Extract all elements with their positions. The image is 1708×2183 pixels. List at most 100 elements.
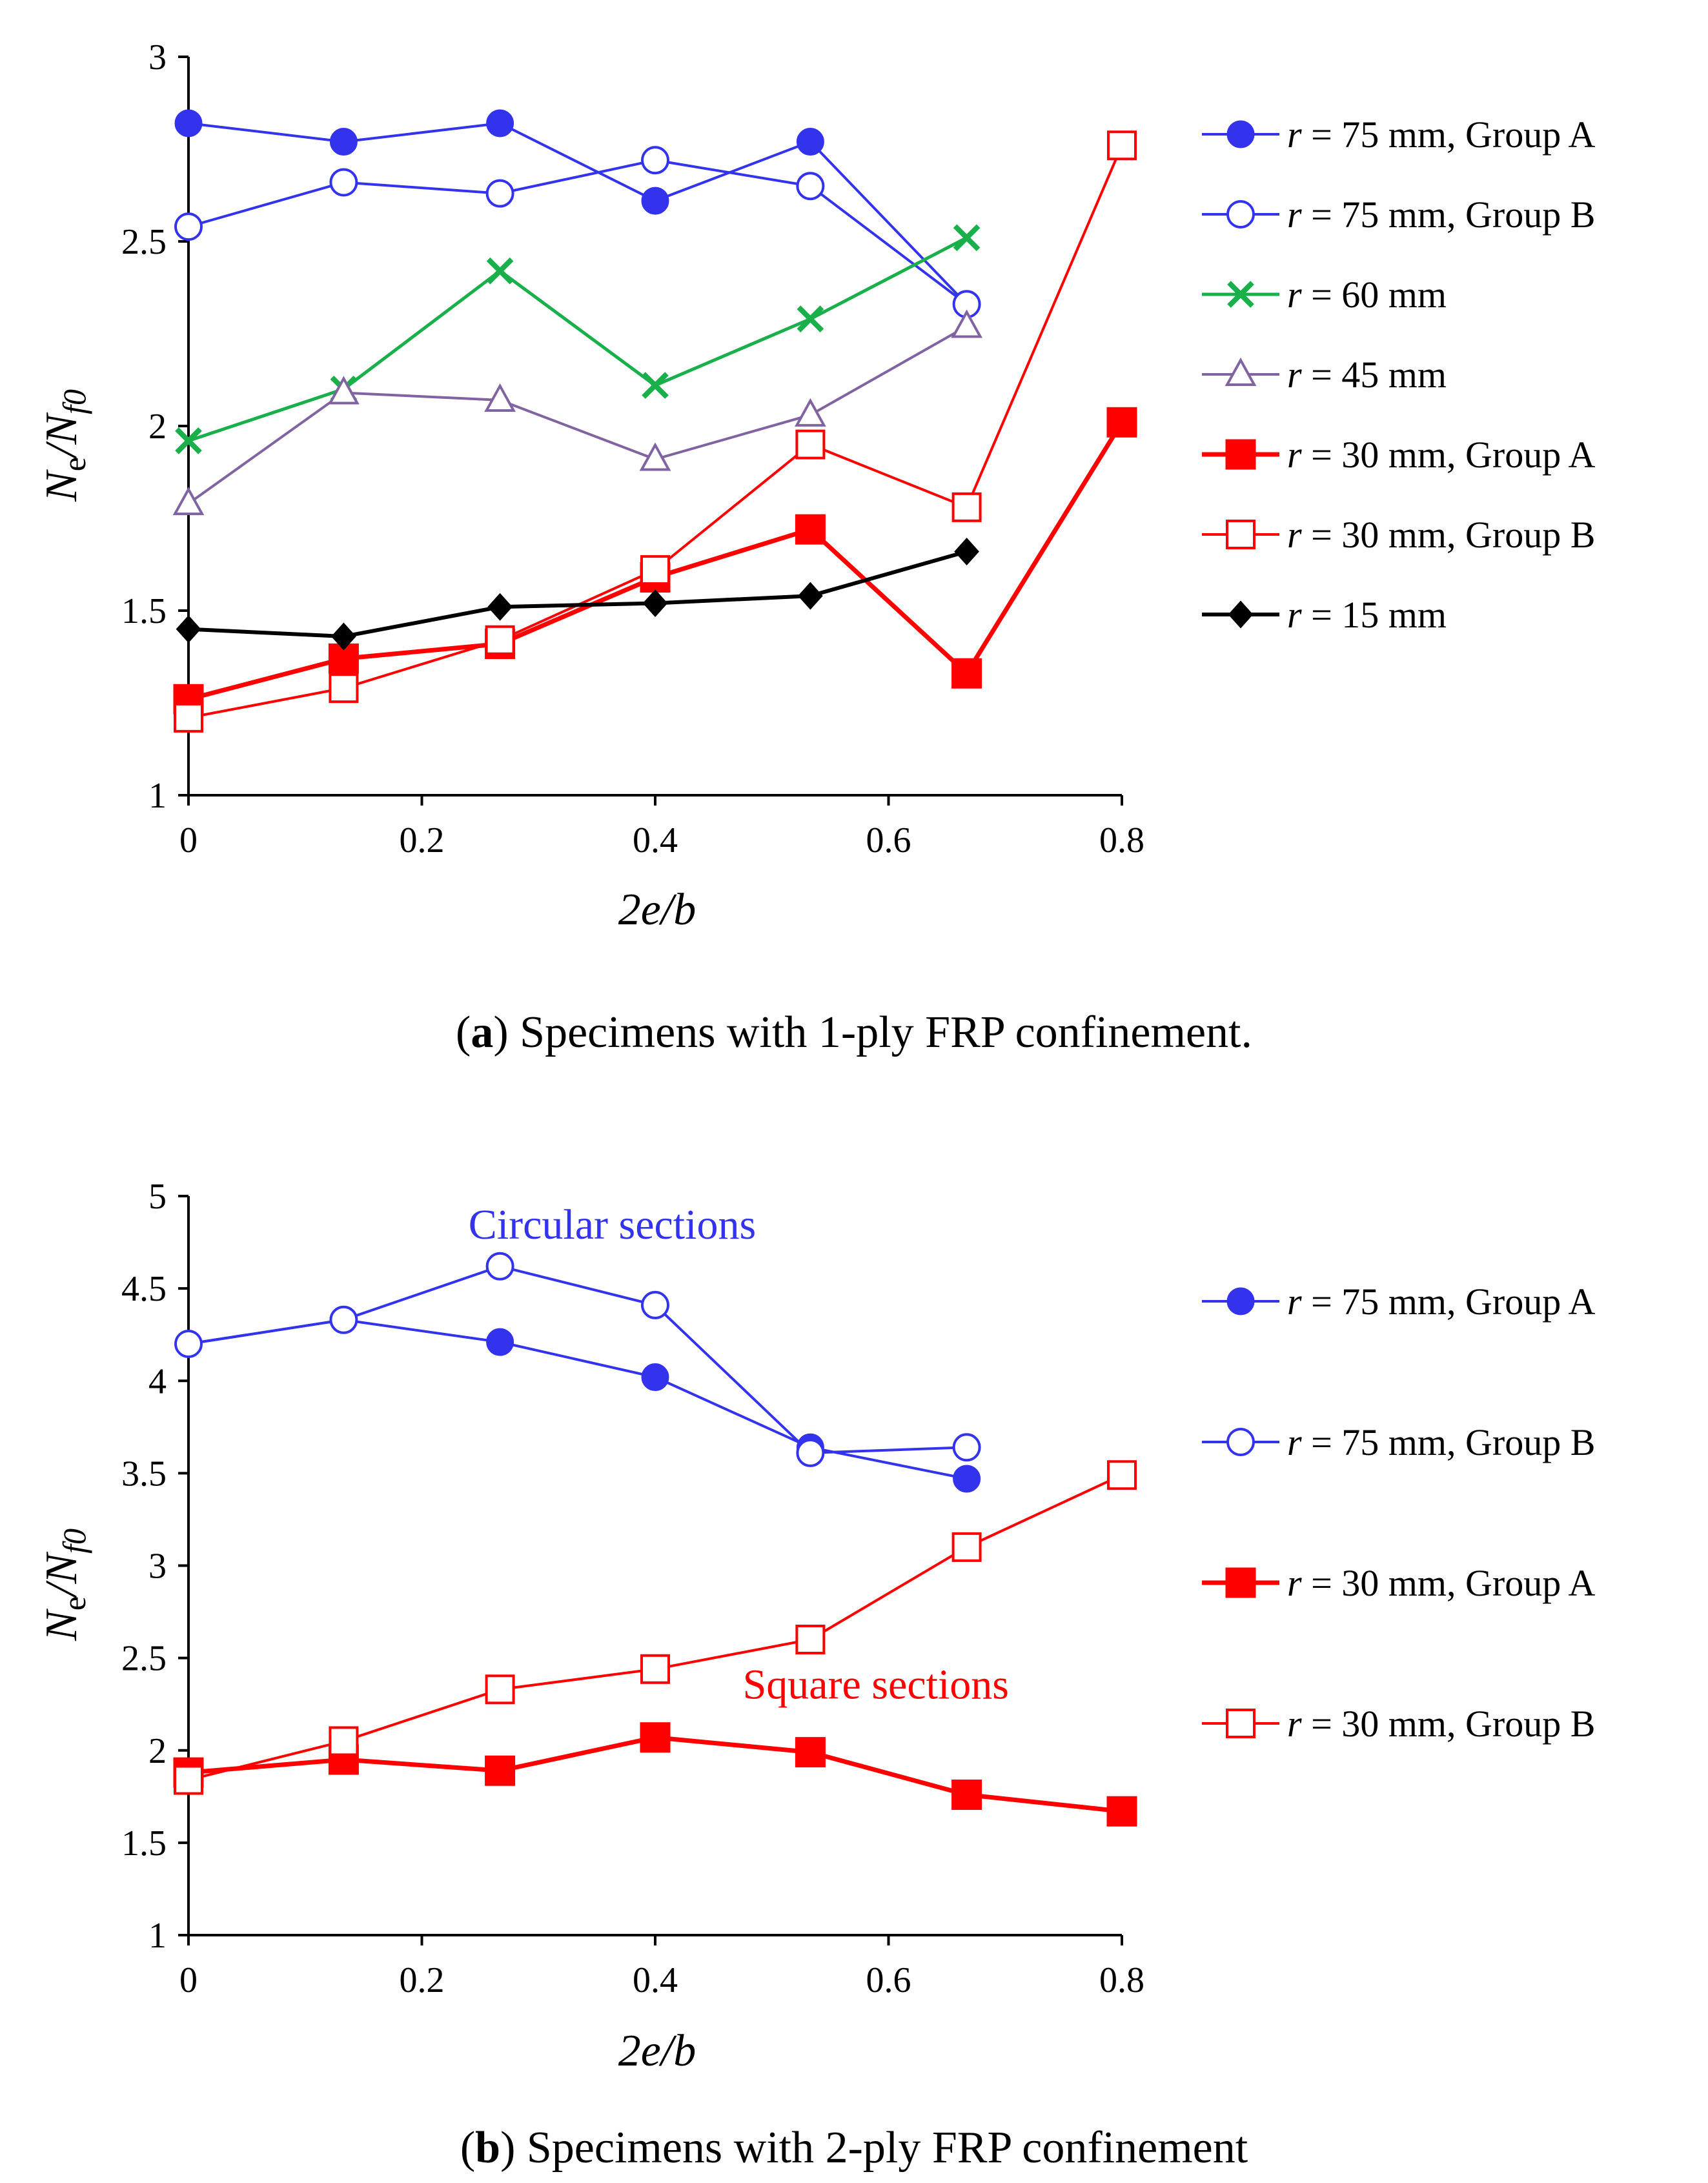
legend-label: r = 30 mm, Group A [1287,434,1596,476]
x-tick-label: 0.4 [633,820,678,860]
legend-marker [1226,1287,1255,1315]
y-label-numerator-sub: e [56,457,92,471]
x-axis-label-b: 2e/b [618,2026,696,2076]
y-tick-label: 1.5 [121,591,167,631]
annotation-label: Circular sections [469,1201,756,1248]
series-3 [175,224,981,454]
legend-entry: r = 45 mm [1202,354,1447,396]
data-point [797,305,824,332]
data-point [796,1438,825,1467]
series-line [188,159,968,305]
series-2 [174,1252,981,1467]
x-tick-label: 0.8 [1099,820,1144,860]
legend-marker [1226,520,1256,549]
series-3 [173,1722,1137,1827]
legend-entry: r = 75 mm, Group B [1202,1421,1595,1463]
legend-entry: r = 60 mm [1202,274,1447,316]
data-point [641,187,669,215]
axes-b [178,1195,1123,1945]
legend-marker [1225,357,1257,386]
data-point [953,1465,981,1493]
legend-entry: r = 75 mm, Group B [1202,194,1595,236]
chart-panel-b: 1 1.5 2 2.5 3 3.5 4 4.5 5 0 0.2 0.4 0.6 0.8 Circular… [37,1177,1596,2173]
y-label-numerator-sub: e [56,1596,92,1610]
data-point [641,1290,669,1319]
series-b [173,1252,1137,1827]
y-tick-label: 2.5 [121,222,167,262]
caption-text-b: Specimens with 2-ply FRP confinement [527,2123,1248,2173]
x-tick-label: 0.6 [866,1960,911,2000]
data-point [795,1737,826,1768]
y-tick-labels-b: 1 1.5 2 2.5 3 3.5 4 4.5 5 [121,1177,167,1956]
series-6 [174,130,1137,733]
series-1 [174,1306,981,1493]
y-axis-label-b: Ne/Nf0 [37,1528,92,1641]
data-point [798,582,823,610]
legend-a: r = 75 mm, Group A r = 75 mm, Group B r = … [1202,114,1596,636]
caption-text-a: Specimens with 1-ply FRP confinement. [520,1008,1252,1057]
x-axis-label-a: 2e/b [618,885,696,935]
data-point [640,1722,671,1753]
x-tick-labels-b: 0 0.2 0.4 0.6 0.8 [179,1960,1144,2000]
y-tick-label: 1.5 [121,1823,167,1863]
y-label-denominator: N [37,1552,86,1585]
legend-marker [1225,1567,1256,1598]
legend-label: r = 30 mm, Group B [1287,1703,1595,1745]
y-tick-label: 2 [148,407,167,447]
series-2 [174,146,981,319]
annotation-label: Square sections [743,1661,1009,1709]
series-line [188,121,968,305]
x-tick-label: 0.2 [400,820,445,860]
series-1 [174,109,981,318]
legend-marker [1227,281,1254,308]
annotations-b: Circular sections Square sections [469,1201,1009,1709]
data-point [641,1363,669,1392]
data-point [486,1328,514,1356]
data-point [951,492,982,522]
series-line [188,1318,967,1480]
chart-panel-a: 1 1.5 2 2.5 3 0 0.2 0.4 0.6 0.8 r = 75 mm, Group… [37,37,1596,1057]
legend-label: r = 15 mm [1287,594,1447,636]
legend-entry: r = 15 mm [1202,594,1447,636]
legend-b: r = 75 mm, Group A r = 75 mm, Group B r = … [1202,1281,1596,1745]
series-line [188,145,1123,719]
series-line [187,325,968,505]
data-point [329,128,358,156]
series-line [188,549,968,639]
data-point [485,625,515,655]
series-line [188,236,968,443]
legend-entry: r = 30 mm, Group B [1202,1703,1595,1745]
series-a [172,109,1137,733]
x-tick-label: 0 [179,820,198,860]
data-point [176,615,201,644]
data-point [954,537,979,565]
caption-a: (a) Specimens with 1-ply FRP confinement… [456,1008,1252,1057]
data-point [172,486,205,516]
data-point [1107,1460,1137,1490]
data-point [175,427,202,454]
data-point [796,172,825,201]
data-point [796,128,824,156]
data-point [174,702,203,733]
data-point [639,442,671,471]
data-point [485,1674,515,1705]
y-tick-label: 3 [148,1547,167,1587]
legend-entry: r = 30 mm, Group A [1202,434,1596,476]
data-point [485,1252,514,1281]
data-point [951,309,982,338]
y-tick-label: 1 [148,776,167,816]
y-label-denominator: N [37,412,86,445]
data-point [174,109,203,137]
y-label-denominator-sub: f0 [56,1528,92,1554]
legend-marker [1225,439,1256,470]
y-label-numerator: N [37,1609,86,1641]
data-point [640,1654,670,1684]
data-point [951,1779,982,1810]
legend-entry: r = 75 mm, Group A [1202,114,1596,156]
data-point [174,212,203,241]
data-point [329,1726,359,1756]
data-point [328,643,359,674]
legend-marker [1226,120,1255,148]
y-tick-label: 5 [148,1177,167,1217]
